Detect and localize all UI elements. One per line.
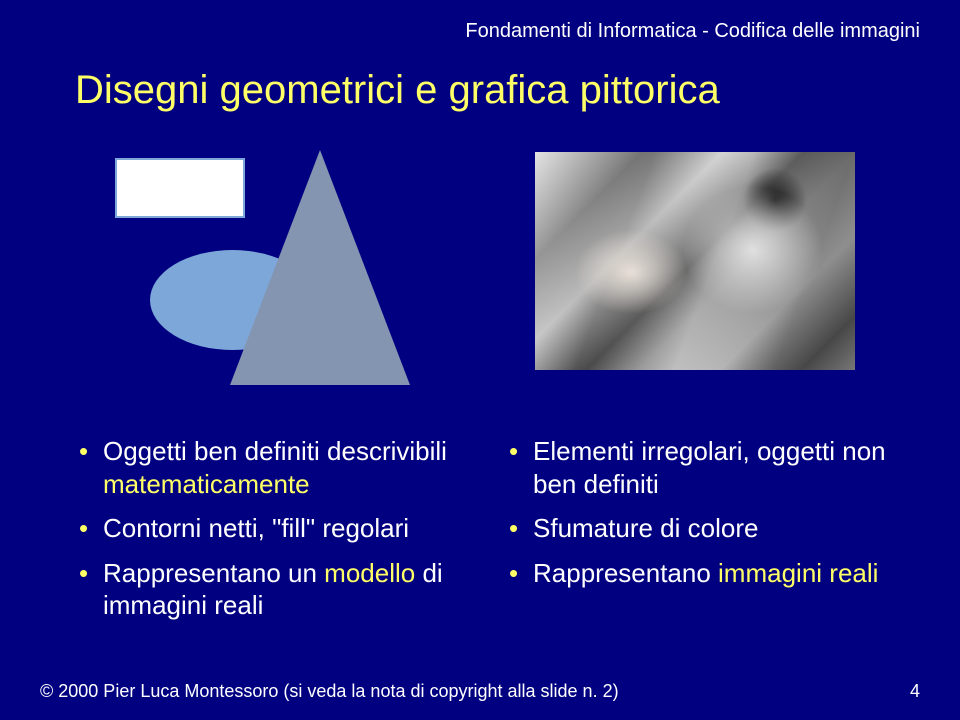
header-text: Fondamenti di Informatica - Codifica del… xyxy=(0,20,920,43)
list-item: Elementi irregolari, oggetti non ben def… xyxy=(505,435,925,500)
bullet-text: Contorni netti, "fill" regolari xyxy=(103,513,409,543)
left-bullet-list: Oggetti ben definiti descrivibili matema… xyxy=(75,435,475,634)
list-item: Rappresentano immagini reali xyxy=(505,557,925,590)
bullet-highlight: matematicamente xyxy=(103,469,310,499)
bullet-text: Rappresentano xyxy=(533,558,718,588)
bullet-text: Oggetti ben definiti descrivibili xyxy=(103,436,447,466)
triangle-shape xyxy=(230,150,410,385)
list-item: Contorni netti, "fill" regolari xyxy=(75,512,475,545)
list-item: Rappresentano un modello di immagini rea… xyxy=(75,557,475,622)
bullet-text: Rappresentano un xyxy=(103,558,324,588)
bullet-highlight: modello xyxy=(324,558,415,588)
list-item: Sfumature di colore xyxy=(505,512,925,545)
right-bullet-list: Elementi irregolari, oggetti non ben def… xyxy=(505,435,925,601)
footer: © 2000 Pier Luca Montessoro (si veda la … xyxy=(40,681,920,702)
rectangle-shape xyxy=(115,158,245,218)
page-number: 4 xyxy=(910,681,920,702)
bullet-highlight: immagini reali xyxy=(718,558,878,588)
list-item: Oggetti ben definiti descrivibili matema… xyxy=(75,435,475,500)
bullet-text: Sfumature di colore xyxy=(533,513,758,543)
copyright-text: © 2000 Pier Luca Montessoro (si veda la … xyxy=(40,681,619,702)
photo-illustration xyxy=(535,152,855,370)
bullet-text: Elementi irregolari, oggetti non ben def… xyxy=(533,436,886,499)
geometric-shapes-illustration xyxy=(115,150,445,390)
slide-title: Disegni geometrici e grafica pittorica xyxy=(75,68,920,113)
